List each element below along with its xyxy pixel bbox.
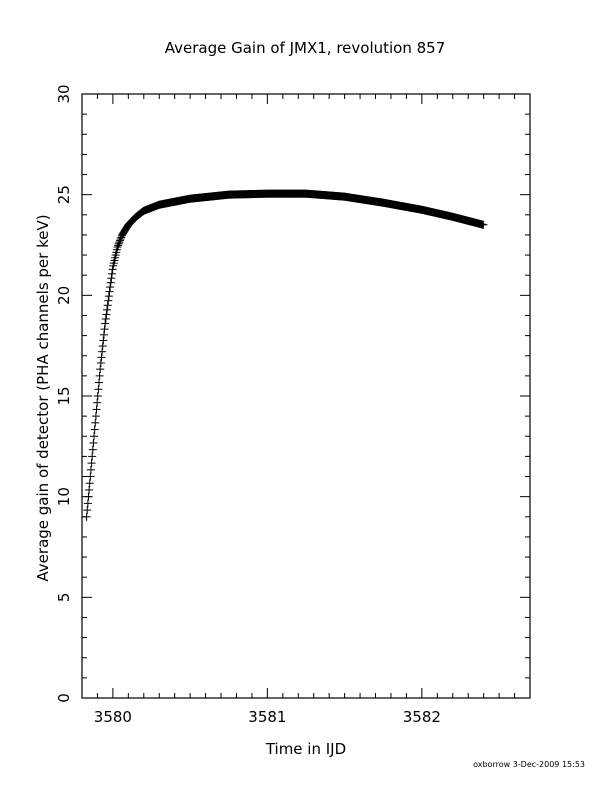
data-point <box>89 438 98 447</box>
data-point <box>86 465 95 474</box>
data-point <box>103 305 112 314</box>
x-axis-label: Time in IJD <box>265 740 346 758</box>
data-series <box>82 189 488 521</box>
data-point <box>95 371 104 380</box>
data-point <box>113 243 122 252</box>
x-tick-label: 3581 <box>248 708 286 726</box>
y-tick-label: 0 <box>55 693 73 703</box>
data-point <box>106 278 115 287</box>
y-axis-label: Average gain of detector (PHA channels p… <box>34 214 52 581</box>
data-point <box>84 492 93 501</box>
data-point <box>100 325 109 334</box>
x-tick-label: 3582 <box>403 708 441 726</box>
data-point <box>102 310 111 319</box>
x-axis: 3580 3581 3582 <box>81 94 531 726</box>
data-point <box>94 378 103 387</box>
data-point <box>103 301 112 310</box>
y-tick-label: 15 <box>55 386 73 405</box>
y-tick-label: 10 <box>55 487 73 506</box>
data-point <box>96 365 105 374</box>
y-axis: 0 5 10 15 20 25 30 <box>55 84 530 703</box>
data-point <box>87 459 96 468</box>
data-point <box>101 319 110 328</box>
data-point <box>107 274 116 283</box>
data-point <box>85 479 94 488</box>
data-point <box>114 239 123 248</box>
data-point <box>108 265 117 274</box>
data-point <box>83 499 92 508</box>
data-point <box>83 506 92 515</box>
data-point <box>106 283 115 292</box>
data-point <box>92 405 101 414</box>
data-point <box>116 234 125 243</box>
data-point <box>97 353 106 362</box>
data-point <box>88 445 97 454</box>
x-tick-label: 3580 <box>94 708 132 726</box>
data-point <box>101 314 110 323</box>
data-point <box>82 512 91 521</box>
data-point <box>99 336 108 345</box>
data-point <box>479 220 488 229</box>
data-point <box>115 238 124 247</box>
data-point <box>93 398 102 407</box>
data-point <box>91 418 100 427</box>
data-point <box>99 330 108 339</box>
data-point <box>98 342 107 351</box>
data-point <box>104 292 113 301</box>
y-tick-label: 30 <box>55 84 73 103</box>
data-point <box>90 425 99 434</box>
data-point <box>91 412 100 421</box>
y-tick-label: 20 <box>55 286 73 305</box>
y-tick-label: 5 <box>55 593 73 603</box>
data-point <box>116 236 125 245</box>
plot-frame <box>81 93 531 699</box>
data-point <box>90 432 99 441</box>
data-point <box>105 287 114 296</box>
data-point <box>93 392 102 400</box>
chart-title: Average Gain of JMX1, revolution 857 <box>165 39 446 57</box>
data-point <box>85 485 94 494</box>
footer-stamp: oxborrow 3-Dec-2009 15:53 <box>473 760 585 769</box>
data-point <box>114 241 123 250</box>
data-point <box>94 385 103 394</box>
data-point <box>107 269 116 278</box>
data-point <box>98 347 107 356</box>
data-point <box>88 452 97 461</box>
data-point <box>86 472 95 481</box>
y-tick-label: 25 <box>55 185 73 204</box>
data-point <box>104 296 113 305</box>
data-point <box>96 358 105 367</box>
